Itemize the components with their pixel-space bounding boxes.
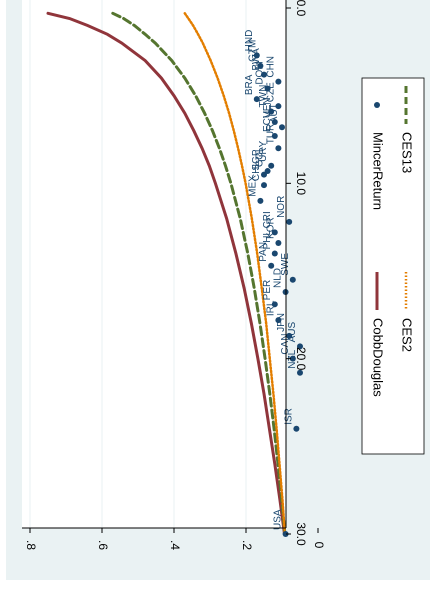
x-tick-label: 10.0 (294, 172, 308, 196)
point-label: PER (262, 280, 273, 301)
plot-region (22, 0, 286, 528)
series-line-cobbdouglas (46, 11, 286, 536)
data-point (279, 124, 285, 131)
legend-item-mincerreturn: MincerReturn (371, 102, 386, 210)
data-point (271, 250, 278, 257)
data-point (271, 132, 278, 139)
legend: MincerReturn CobbDouglas CES13 CES2 (361, 77, 425, 455)
x-tick-label: 30.0 (294, 522, 308, 546)
y-tick-label: .6 (96, 540, 110, 550)
data-point (297, 343, 303, 350)
legend-box (361, 77, 425, 455)
point-label: PAN (258, 242, 269, 262)
point-label: CAN (280, 334, 291, 355)
point-label: SGP (251, 149, 262, 170)
data-point (257, 197, 264, 204)
data-point (253, 96, 260, 103)
point-label: VEN (262, 97, 273, 118)
data-point (253, 52, 260, 59)
series-line-ces13 (111, 11, 287, 536)
legend-label: MincerReturn (371, 132, 386, 210)
point-label: CHN (265, 56, 276, 78)
point-label: NZL (287, 349, 298, 368)
point-label: BRA (244, 74, 255, 95)
point-label: NOR (276, 196, 287, 218)
legend-label: CES2 (400, 318, 415, 352)
data-point (271, 229, 278, 236)
point-label: GTM (247, 40, 258, 62)
point-label: TUR (265, 124, 276, 145)
point-label: BWA (251, 48, 262, 71)
data-point (271, 118, 278, 125)
data-point (275, 239, 282, 246)
point-label: PHL (262, 230, 273, 250)
data-point (275, 145, 282, 152)
data-point (293, 425, 300, 432)
data-point (261, 71, 267, 78)
legend-label: CES13 (400, 132, 415, 173)
series-line-ces2 (183, 12, 287, 536)
point-label: TWN (258, 85, 269, 108)
data-point (286, 332, 293, 339)
x-tick-label: 0.0 (294, 0, 308, 17)
point-label: URY (258, 141, 269, 162)
point-label: CRI (262, 211, 273, 228)
point-label: MEX (247, 175, 258, 197)
legend-item-cobbdouglas: CobbDouglas (371, 272, 386, 397)
data-point (282, 531, 289, 537)
point-label: HND (244, 30, 255, 52)
point-label: SWE (280, 253, 291, 276)
point-label: KOR (265, 217, 276, 239)
data-point (261, 171, 267, 178)
point-label: AUT (269, 103, 280, 123)
data-point (257, 62, 264, 69)
legend-label: CobbDouglas (371, 318, 386, 397)
data-point (286, 218, 293, 225)
gridlines (29, 0, 247, 528)
data-point (275, 103, 282, 110)
legend-item-ces13: CES13 (400, 86, 415, 173)
data-point (261, 182, 267, 189)
y-tick-label: .8 (24, 540, 38, 550)
point-label: JPN (276, 313, 287, 332)
legend-item-ces2: CES2 (400, 272, 415, 352)
data-point (297, 369, 303, 376)
point-label: ECU (262, 111, 273, 132)
point-label: CZE (265, 82, 276, 102)
x-tick-label: 20.0 (294, 347, 308, 371)
data-point (264, 85, 271, 92)
point-label: COL (255, 146, 266, 167)
legend-key-dot (374, 102, 380, 108)
y-tick-label: 0 (312, 542, 326, 549)
data-point (275, 78, 282, 85)
data-point (271, 301, 278, 308)
point-label: IRL (265, 300, 276, 316)
point-label: ISR (283, 408, 294, 425)
data-point (275, 317, 282, 324)
point-label: DOM (255, 61, 266, 84)
axes: 0 .2 .4 .6 .8 0.0 10.0 20.0 30.0 (22, 0, 326, 550)
y-tick-label: .4 (168, 540, 182, 550)
data-point (289, 355, 296, 362)
point-label: NLD (273, 268, 284, 288)
data-point (268, 262, 275, 269)
series-lines (46, 11, 287, 536)
point-label: AUS (287, 322, 298, 343)
data-point (268, 162, 275, 169)
data-point (268, 108, 275, 115)
point-label: USA (273, 509, 284, 530)
data-point (289, 276, 296, 283)
point-label: CHL (251, 161, 262, 181)
y-tick-label: .2 (240, 540, 254, 550)
